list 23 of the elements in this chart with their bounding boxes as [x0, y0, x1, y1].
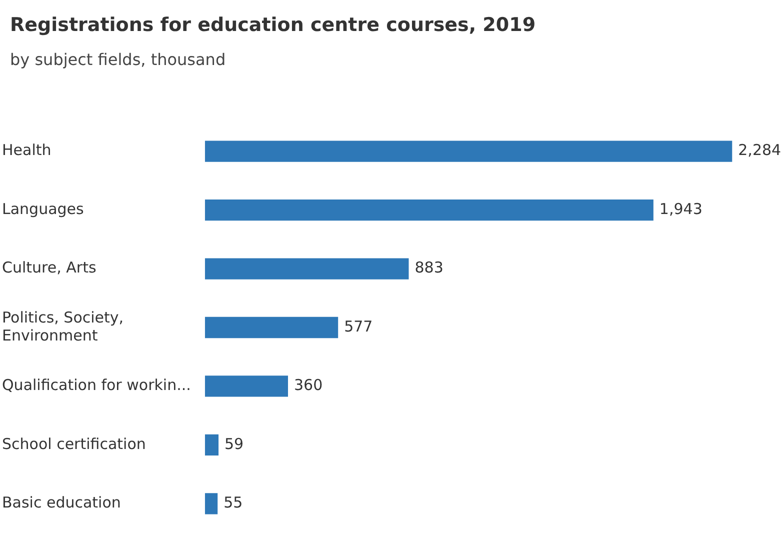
y-tick-label: Languages	[2, 200, 84, 218]
y-tick-label: Politics, Society, Environment	[2, 308, 124, 344]
y-tick-label: School certification	[2, 434, 146, 453]
data-label: 1,943	[659, 200, 702, 218]
bar	[204, 258, 409, 280]
data-label: 577	[344, 317, 373, 336]
y-tick-label: Basic education	[2, 494, 121, 512]
data-label: 59	[224, 434, 244, 453]
bar	[204, 140, 732, 162]
y-tick-label: Culture, Arts	[2, 258, 96, 277]
bar	[204, 493, 218, 514]
data-label: 360	[294, 376, 323, 394]
chart-subtitle: by subject fields, thousand	[10, 50, 226, 69]
data-label: 883	[414, 258, 444, 277]
bar	[204, 376, 288, 397]
chart-title: Registrations for education centre courses, 2019	[10, 14, 536, 36]
data-label: 55	[224, 494, 243, 512]
bar	[204, 434, 219, 456]
bar	[204, 316, 338, 338]
bar	[204, 200, 654, 221]
data-label: 2,284	[738, 141, 782, 160]
y-tick-label: Health	[2, 141, 52, 160]
y-tick-label: Qualification for workin...	[2, 376, 191, 394]
